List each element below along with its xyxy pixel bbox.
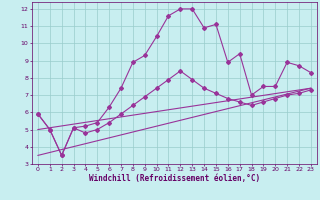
X-axis label: Windchill (Refroidissement éolien,°C): Windchill (Refroidissement éolien,°C)	[89, 174, 260, 183]
